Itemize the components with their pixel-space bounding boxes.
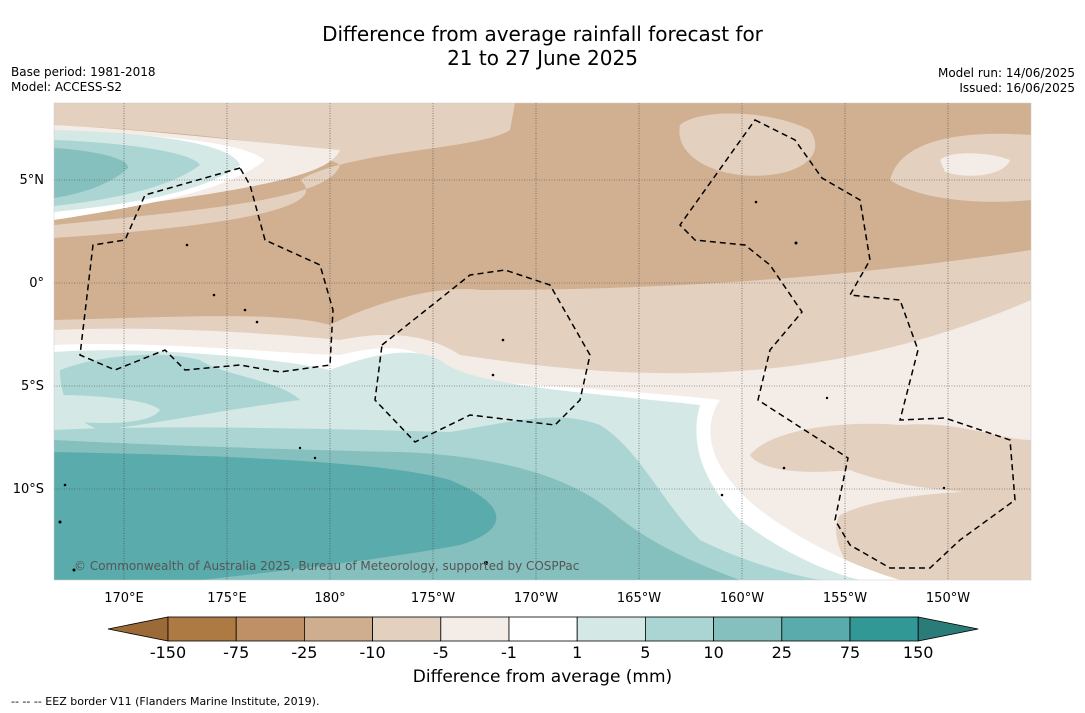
meta-right: Model run: 14/06/2025 Issued: 16/06/2025 xyxy=(938,66,1075,96)
model-run: Model run: 14/06/2025 xyxy=(937,66,1075,80)
colorbar-segment xyxy=(713,616,783,642)
colorbar xyxy=(107,616,979,642)
lon-label: 160°W xyxy=(720,591,764,606)
lat-label: 5°S xyxy=(21,379,44,394)
eez-borders xyxy=(79,119,1016,569)
colorbar-label: Difference from average (mm) xyxy=(412,667,673,687)
colorbar-segment xyxy=(645,616,715,642)
meta-left: Base period: 1981-2018 Model: ACCESS-S2 xyxy=(11,65,156,95)
colorbar-extend-right xyxy=(917,616,979,642)
lon-label: 165°W xyxy=(617,591,661,606)
lon-label: 150°W xyxy=(926,591,970,606)
colorbar-tick-label: 5 xyxy=(640,643,650,662)
colorbar-tick-label: -10 xyxy=(360,643,386,662)
lat-label: 10°S xyxy=(13,482,44,497)
colorbar-tick-label: -75 xyxy=(223,643,249,662)
field-light-brown-topleft xyxy=(54,103,515,238)
lon-label: 175°W xyxy=(411,591,455,606)
map-field xyxy=(54,103,1031,580)
map-title-line1: Difference from average rainfall forecas… xyxy=(322,22,763,46)
lon-label: 170°W xyxy=(514,591,558,606)
colorbar-segment xyxy=(440,616,510,642)
colorbar-segment xyxy=(303,616,373,642)
graticule xyxy=(54,103,1031,580)
lon-label: 180° xyxy=(314,591,345,606)
field-patch-topright1 xyxy=(679,113,816,176)
field-teal3-topleft xyxy=(54,148,129,198)
map-frame xyxy=(53,102,1032,581)
lat-label: 0° xyxy=(29,276,44,291)
colorbar-tick-label: -150 xyxy=(150,643,186,662)
lon-labels: 170°E 175°E 180° 175°W 170°W 165°W 160°W… xyxy=(104,591,970,606)
colorbar-segment xyxy=(167,616,237,642)
islands xyxy=(58,200,946,572)
map-title-line2: 21 to 27 June 2025 xyxy=(447,46,638,70)
lon-label: 155°W xyxy=(823,591,867,606)
colorbar-extend-left xyxy=(107,616,169,642)
field-teal-level4 xyxy=(54,452,497,580)
colorbar-tick-label: 1 xyxy=(572,643,582,662)
issued-date: Issued: 16/06/2025 xyxy=(959,81,1075,95)
colorbar-ticks: -150 -75 -25 -10 -5 -1 1 5 10 25 75 150 xyxy=(150,643,934,662)
lat-labels: 5°N 0° 5°S 10°S xyxy=(13,173,44,497)
colorbar-segment xyxy=(372,616,442,642)
colorbar-tick-label: -25 xyxy=(291,643,317,662)
colorbar-tick-label: 75 xyxy=(840,643,860,662)
colorbar-segment xyxy=(849,616,919,642)
colorbar-tick-label: -5 xyxy=(433,643,449,662)
colorbar-segment xyxy=(781,616,851,642)
field-patch-southeast2 xyxy=(836,490,1031,580)
model-name: Model: ACCESS-S2 xyxy=(11,80,123,94)
lon-label: 170°E xyxy=(104,591,144,606)
colorbar-tick-label: -1 xyxy=(501,643,517,662)
colorbar-segment xyxy=(576,616,646,642)
eez-legend: -- -- -- EEZ border V11 (Flanders Marine… xyxy=(11,695,320,708)
colorbar-tick-label: 25 xyxy=(772,643,792,662)
colorbar-tick-label: 10 xyxy=(703,643,723,662)
colorbar-tick-label: 150 xyxy=(903,643,934,662)
colorbar-segment xyxy=(508,616,578,642)
base-period: Base period: 1981-2018 xyxy=(11,65,156,79)
copyright-notice: © Commonwealth of Australia 2025, Bureau… xyxy=(74,559,579,573)
field-patch-southeast1 xyxy=(750,423,1031,495)
lon-label: 175°E xyxy=(207,591,247,606)
lat-label: 5°N xyxy=(20,173,45,188)
colorbar-segment xyxy=(235,616,305,642)
field-teal-level1-patch xyxy=(54,395,160,423)
field-patch-topright3 xyxy=(940,153,1010,176)
